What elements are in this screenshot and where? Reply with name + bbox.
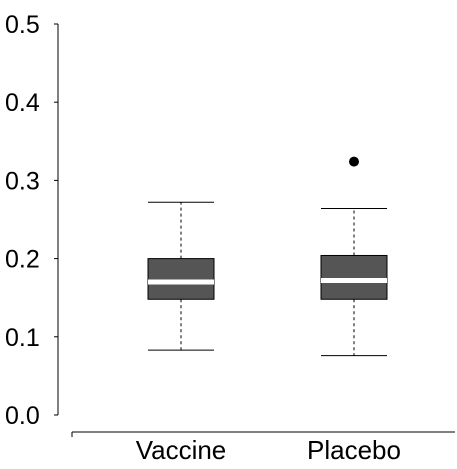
y-tick-label: 0.0: [5, 402, 40, 430]
y-tick-label: 0.4: [5, 89, 40, 117]
box-group: [320, 156, 388, 357]
axis-layer: [54, 23, 455, 437]
x-category-label: Vaccine: [136, 435, 227, 465]
box-group: [147, 201, 215, 351]
y-tick-label: 0.1: [5, 324, 40, 352]
marks-layer: [147, 156, 388, 357]
y-tick-label: 0.3: [5, 167, 40, 195]
y-tick-label: 0.2: [5, 246, 40, 274]
outlier-point: [349, 156, 359, 167]
labels-layer: 0.0 0.1 0.2 0.3 0.4 0.5 Vaccine Placebo: [5, 11, 401, 465]
y-tick-label: 0.5: [5, 11, 40, 39]
iqr-box: [320, 254, 388, 300]
iqr-box: [147, 258, 215, 300]
x-category-label: Placebo: [307, 435, 401, 465]
